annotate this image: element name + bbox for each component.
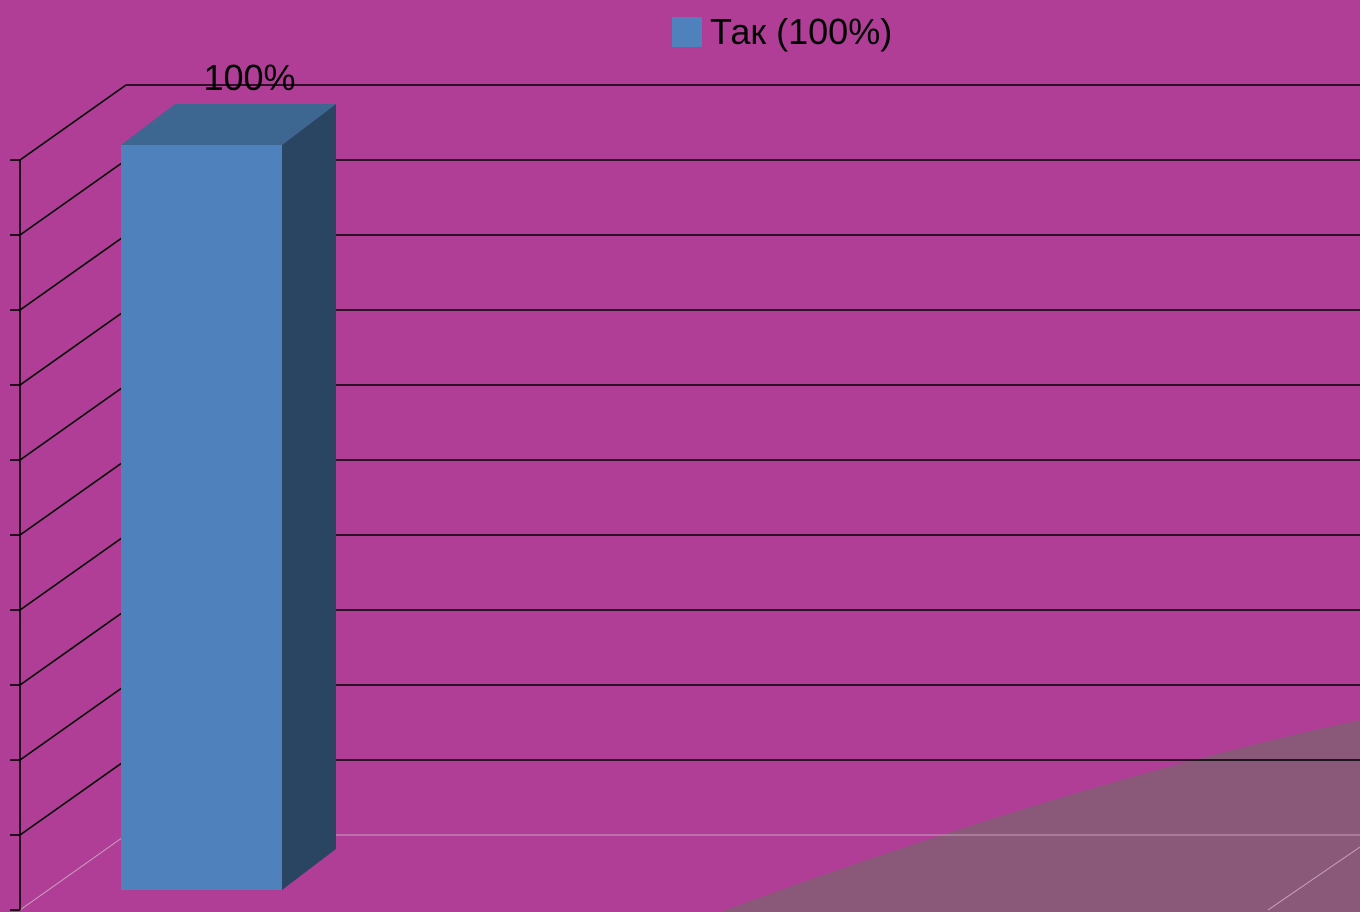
legend-swatch <box>672 17 702 47</box>
bar-data-label: 100% <box>203 57 295 98</box>
chart-side-gridline <box>19 309 127 386</box>
chart-data-labels: 100% <box>203 57 295 98</box>
bar-0 <box>121 104 336 890</box>
bar-side-face <box>282 104 336 890</box>
chart-side-gridline <box>19 384 127 461</box>
chart-side-gridline <box>19 759 127 836</box>
chart-floor-right-edge <box>1267 846 1360 911</box>
decorative-swoosh <box>720 720 1360 912</box>
chart-side-gridline <box>19 234 127 311</box>
chart-side-gridline <box>19 534 127 611</box>
chart-side-gridline <box>19 84 127 161</box>
chart-side-gridline <box>19 609 127 686</box>
decorative-swoosh-layer <box>720 720 1360 912</box>
chart-side-gridline <box>19 684 127 761</box>
bar-top-face <box>121 104 336 145</box>
chart-side-gridline <box>19 159 127 236</box>
chart-side-gridline <box>19 459 127 536</box>
chart-legend: Так (100%) <box>672 12 892 52</box>
bar-front-face <box>121 145 282 890</box>
legend-label-series-0: Так (100%) <box>710 11 893 52</box>
chart-bars <box>121 104 336 890</box>
chart-floor-side-edge <box>19 834 127 911</box>
